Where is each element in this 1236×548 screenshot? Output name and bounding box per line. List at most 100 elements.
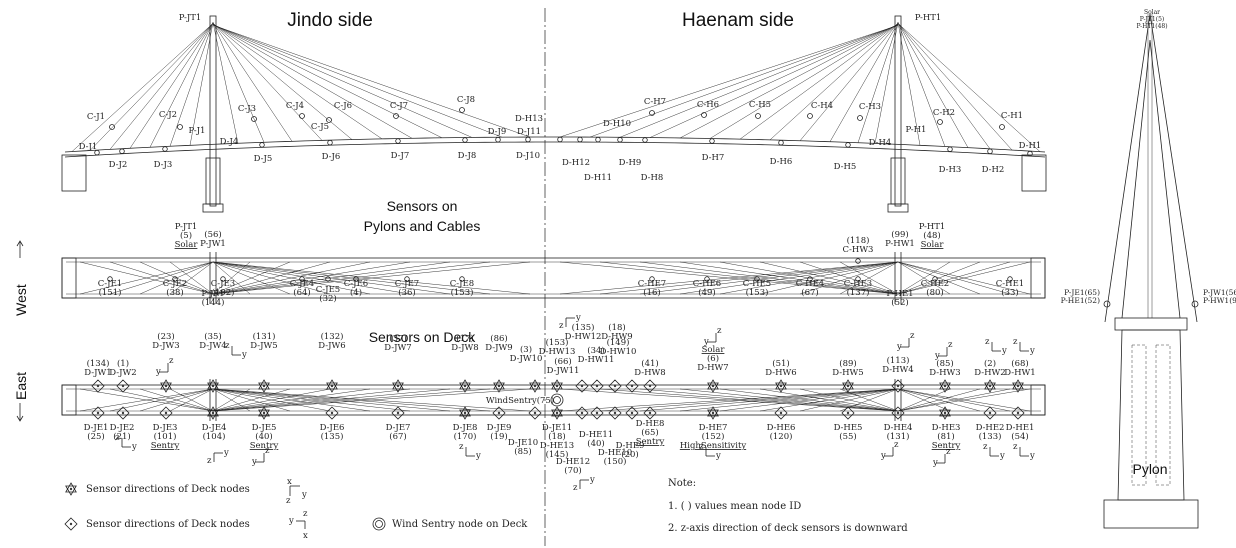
- sensor-label: D-H7: [702, 153, 725, 163]
- sensor-dot: [163, 147, 168, 152]
- axis-letter: z: [1013, 442, 1018, 452]
- sensor-label: D-H13: [515, 114, 543, 124]
- star-marker: [161, 383, 171, 392]
- dot: [944, 385, 946, 387]
- sensor-label: D-HW9: [601, 332, 632, 342]
- dot: [581, 412, 583, 414]
- line: [213, 23, 292, 142]
- sensor-label: Sentry: [636, 437, 665, 447]
- star-marker: [1013, 383, 1023, 392]
- sensor-label: D-HW5: [832, 368, 863, 378]
- sensor-label: D-J7: [391, 151, 410, 161]
- axis-letter: y: [934, 351, 940, 361]
- pylon-label: P-HE1(52): [1061, 296, 1100, 305]
- section-title: Sensors on: [387, 198, 458, 214]
- sensor-label: D-JW3: [152, 341, 179, 351]
- star-marker: [985, 380, 995, 389]
- line: [590, 25, 898, 137]
- sensor-label: D-H1: [1019, 141, 1042, 151]
- sensor-label: C-J2: [159, 110, 177, 120]
- sensor-label: D-HW7: [697, 363, 728, 373]
- dot: [165, 385, 167, 387]
- sensor-dot: [710, 139, 715, 144]
- sensor-label: (64): [293, 287, 310, 298]
- pylon-label: Solar: [1144, 9, 1160, 16]
- sensor-label: (36): [398, 287, 415, 298]
- pylon-outline: [1122, 40, 1180, 318]
- legend-text: Wind Sentry node on Deck: [392, 519, 528, 530]
- diamond-marker: [892, 407, 904, 419]
- axis-letter: x: [287, 477, 292, 487]
- sensor-label: D-H10: [603, 119, 631, 129]
- sensor-dot: [328, 140, 333, 145]
- axis-letter: y: [715, 451, 721, 461]
- dot: [498, 412, 500, 414]
- sensor-label: P-JT1: [179, 13, 202, 23]
- axis-letter: z: [985, 337, 990, 347]
- sensor-label: D-HW13: [539, 347, 576, 357]
- star-marker: [259, 410, 269, 419]
- sensor-dot: [846, 143, 851, 148]
- sensor-label: (104): [203, 431, 226, 442]
- sensor-dot: [260, 143, 265, 148]
- diamond-marker: [775, 407, 787, 419]
- sensor-label: (33): [1001, 287, 1018, 298]
- star-marker: [530, 380, 540, 389]
- star-marker: [776, 383, 786, 392]
- dot: [397, 412, 399, 414]
- sensor-label: D-HW2: [974, 368, 1005, 378]
- sensor-label: (85): [514, 446, 531, 457]
- sensor-dot: [120, 149, 125, 154]
- axis-letter: y: [880, 451, 886, 461]
- east-label: East: [13, 372, 29, 400]
- note: Note:: [668, 478, 696, 489]
- line: [620, 25, 898, 137]
- sensor-label: (67): [389, 431, 406, 442]
- sensor-label: (70): [564, 465, 581, 476]
- dot: [780, 412, 782, 414]
- dot: [331, 412, 333, 414]
- sensor-label: D-J3: [154, 160, 173, 170]
- sensor-dot: [643, 138, 648, 143]
- sensor-dot: [856, 259, 861, 264]
- sensor-label: P-J1: [189, 126, 206, 136]
- star-marker: [940, 380, 950, 389]
- sensor-label: P-JW1: [200, 239, 226, 249]
- pylon-title: Pylon: [1132, 461, 1167, 477]
- line: [800, 23, 898, 141]
- axis-letter: y: [223, 448, 229, 458]
- sensor-label: D-HW4: [882, 365, 913, 375]
- sensor-label: C-J1: [87, 112, 105, 122]
- end-block: [1031, 385, 1045, 415]
- sensor-dot: [808, 114, 813, 119]
- sensor-label: D-JW4: [199, 341, 226, 351]
- line: [710, 24, 898, 139]
- dot: [614, 385, 616, 387]
- sensor-label: (25): [87, 431, 104, 442]
- dot: [498, 385, 500, 387]
- sensor-label: (20): [621, 449, 638, 460]
- diamond-marker: [392, 407, 404, 419]
- end-block: [62, 258, 76, 298]
- dot: [596, 385, 598, 387]
- end-block: [1031, 258, 1045, 298]
- line: [213, 24, 382, 139]
- pylon-outline: [1105, 14, 1197, 322]
- sensor-label: C-J4: [286, 101, 304, 111]
- dot: [1017, 412, 1019, 414]
- sensor-dot: [496, 137, 501, 142]
- sensor-label: D-H5: [834, 162, 857, 172]
- star-marker: [161, 380, 171, 389]
- diamond-marker: [609, 407, 621, 419]
- dot: [897, 385, 899, 387]
- sensor-label: P-HW1: [885, 239, 915, 249]
- star-marker: [708, 380, 718, 389]
- axis-letter: y: [475, 451, 481, 461]
- sensor-dot: [596, 137, 601, 142]
- axis-letter: y: [131, 442, 137, 452]
- dot: [122, 385, 124, 387]
- sensor-label: D-J8: [458, 151, 477, 161]
- axis-letter: y: [241, 350, 247, 360]
- sensor-label: (151): [99, 287, 122, 298]
- sensor-label: D-JW2: [109, 368, 136, 378]
